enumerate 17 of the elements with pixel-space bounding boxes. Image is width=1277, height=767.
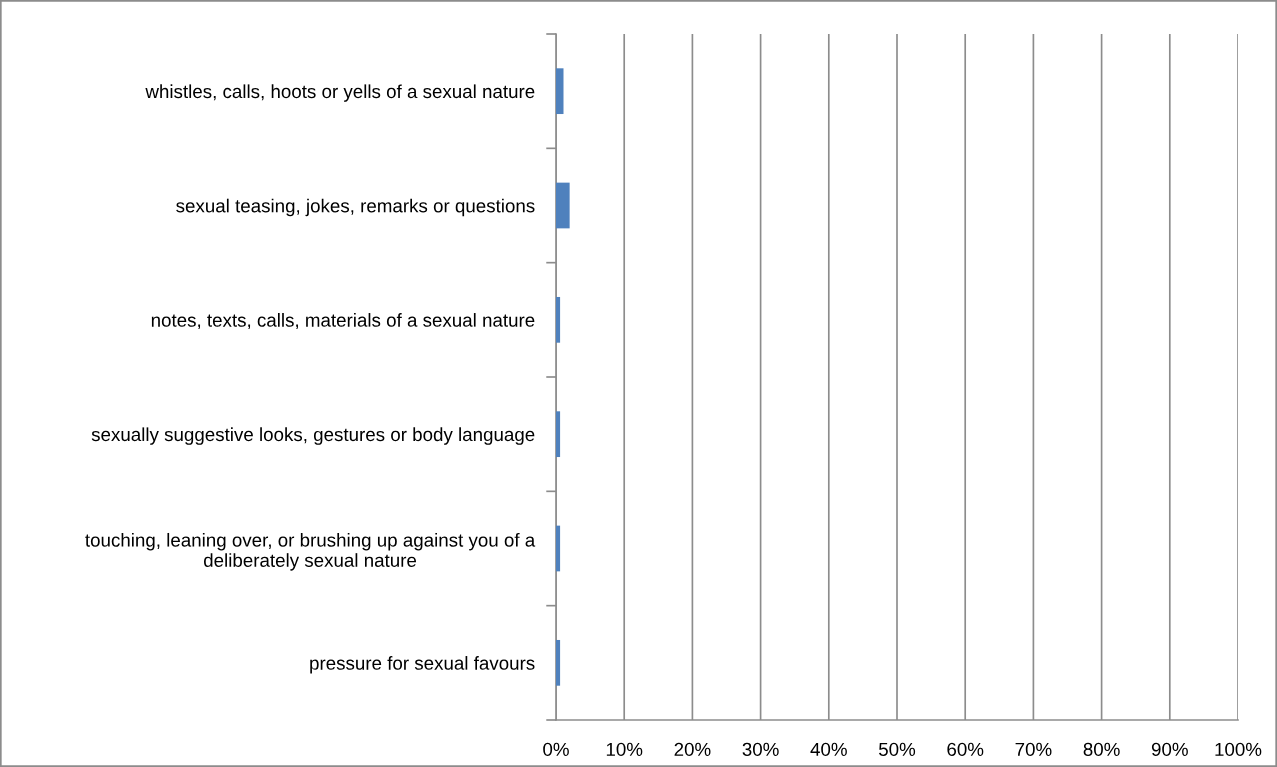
- y-tick-label: touching, leaning over, or brushing up against you of a deliberately sexual nature: [85, 532, 536, 571]
- x-tick-label: 70%: [1015, 742, 1052, 756]
- y-tick-label: sexually suggestive looks, gestures or body language: [91, 427, 535, 445]
- x-tick-label: 50%: [878, 742, 916, 756]
- x-tick-label: 90%: [1151, 742, 1188, 756]
- x-tick-label: 60%: [947, 742, 984, 756]
- y-tick-label: notes, texts, calls, materials of a sexual nature: [151, 313, 535, 330]
- x-tick-label: 30%: [742, 742, 779, 756]
- y-tick-label: whistles, calls, hoots or yells of a sexual nature: [145, 84, 535, 102]
- x-tick-label: 0%: [543, 742, 569, 756]
- x-tick-label: 100%: [1215, 742, 1262, 756]
- x-tick-label: 20%: [674, 742, 711, 756]
- y-tick-label: pressure for sexual favours: [310, 656, 535, 674]
- x-tick-label: 40%: [810, 742, 847, 756]
- y-tick-label: sexual teasing, jokes, remarks or questions: [176, 198, 535, 217]
- x-tick-label: 80%: [1083, 742, 1120, 756]
- x-tick-label: 10%: [606, 742, 643, 756]
